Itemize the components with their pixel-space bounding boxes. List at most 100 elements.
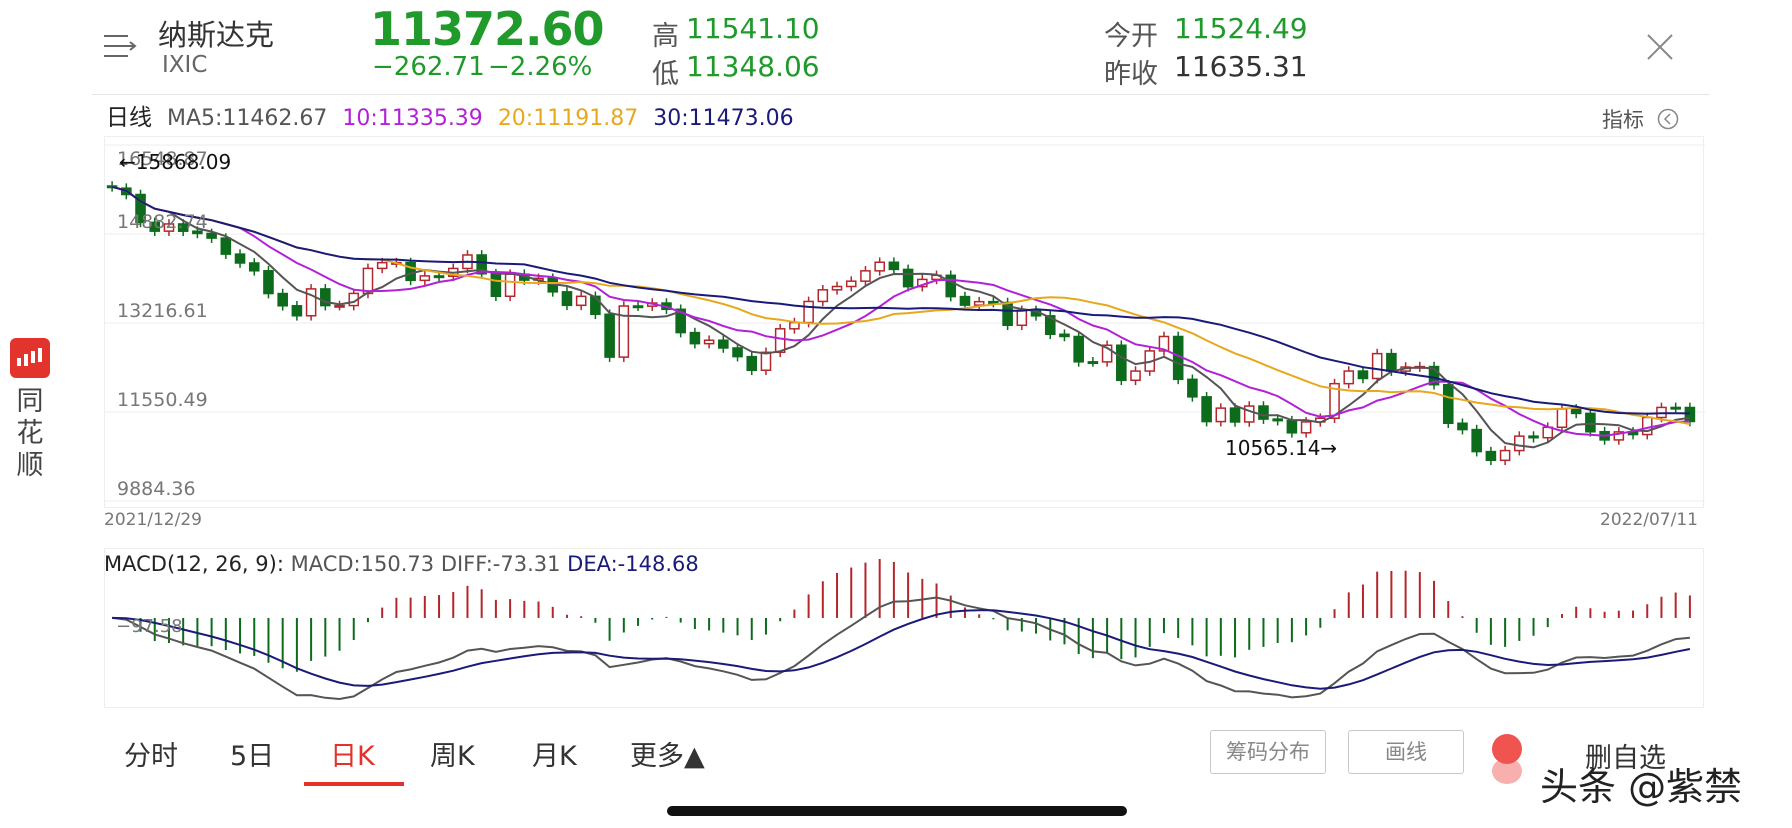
macd-value: MACD:150.73 <box>290 552 435 576</box>
candle-body <box>277 292 288 307</box>
candle-body <box>732 347 743 358</box>
candle-body <box>1201 396 1212 423</box>
price-change: −262.71 <box>372 52 485 82</box>
candle-body <box>163 223 175 232</box>
candle-body <box>1499 449 1511 462</box>
stock-name: 纳斯达克 <box>158 18 275 52</box>
candle-body <box>774 328 786 354</box>
ma-legend: 日线 MA5:11462.67 10:11335.39 20:11191.87 … <box>106 98 802 132</box>
candle-body <box>149 221 161 232</box>
candle-body <box>1471 428 1482 453</box>
candle-body <box>234 253 246 264</box>
candle-body <box>1428 365 1440 386</box>
candle-body <box>1457 422 1468 431</box>
macd-chart[interactable] <box>104 548 1704 708</box>
candle-body <box>988 300 999 304</box>
candle-body <box>362 267 374 295</box>
candle-body <box>504 273 516 298</box>
candle-body <box>1613 431 1625 441</box>
candle-body <box>789 321 800 330</box>
tab-weekly-k[interactable]: 周K <box>430 741 475 772</box>
candle-body <box>206 232 217 239</box>
ma30-value: 30:11473.06 <box>653 106 794 131</box>
draw-line-button[interactable]: 画线 <box>1348 730 1464 774</box>
candle-body <box>248 262 260 272</box>
candle-body <box>817 289 829 303</box>
macd-title: MACD(12, 26, 9): <box>104 552 284 576</box>
kline-chart[interactable]: 16548.87 14882.74 13216.61 11550.49 9884.36 ←… <box>104 136 1705 508</box>
candle-body <box>1215 407 1227 423</box>
candle-body <box>1286 419 1298 434</box>
candle-body <box>604 313 615 358</box>
favorite-dot-icon[interactable] <box>1492 734 1522 764</box>
candle-body <box>1684 406 1696 423</box>
candle-body <box>1528 435 1539 439</box>
candle-body <box>1073 335 1084 363</box>
open-label: 今开 <box>1104 21 1158 52</box>
ma10-value: 10:11335.39 <box>342 106 483 131</box>
candle-body <box>177 223 189 232</box>
candle-body <box>1357 370 1369 380</box>
candle-body <box>845 280 857 288</box>
tab-5day[interactable]: 5日 <box>230 741 275 772</box>
close-icon[interactable] <box>1645 32 1675 62</box>
candle-body <box>1044 315 1056 336</box>
side-app-badge[interactable]: 同花顺 <box>10 338 52 482</box>
candle-body <box>320 288 331 307</box>
indicator-label: 指标 <box>1602 108 1644 132</box>
candle-body <box>1442 383 1454 424</box>
candle-body <box>263 270 274 295</box>
candle-body <box>433 275 445 279</box>
candle-body <box>618 305 630 358</box>
candle-body <box>1101 344 1113 363</box>
home-indicator[interactable] <box>667 806 1127 816</box>
candle-body <box>1386 352 1397 372</box>
candle-body <box>703 339 715 345</box>
current-price: 11372.60 <box>370 2 605 56</box>
candle-body <box>1542 426 1554 439</box>
candle-body <box>1130 370 1141 382</box>
tab-daily-k[interactable]: 日K <box>330 741 375 772</box>
candle-body <box>490 272 502 298</box>
indicator-button[interactable]: 指标 <box>1602 104 1679 134</box>
y-tick-label: 11550.49 <box>117 389 208 411</box>
candle-body <box>1059 333 1070 338</box>
candle-body <box>973 300 985 306</box>
candle-body <box>476 254 487 275</box>
candle-body <box>376 261 388 270</box>
candle-body <box>590 295 601 316</box>
x-start-label: 2021/12/29 <box>104 510 202 530</box>
low-value: 11348.06 <box>686 50 820 83</box>
candle-body <box>874 261 885 272</box>
candle-body <box>192 230 203 235</box>
y-tick-label: 9884.36 <box>117 478 196 500</box>
chip-distribution-button[interactable]: 筹码分布 <box>1210 730 1326 774</box>
high-value: 11541.10 <box>686 12 820 45</box>
candle-body <box>135 193 146 224</box>
ma10-line <box>111 185 1690 437</box>
candle-body <box>1485 450 1497 462</box>
candle-body <box>291 305 303 317</box>
candle-body <box>959 295 971 306</box>
candle-body <box>760 351 772 372</box>
ma5-value: MA5:11462.67 <box>167 106 328 131</box>
dea-line <box>112 609 1691 690</box>
candle-body <box>632 305 644 309</box>
prev-close-value: 11635.31 <box>1174 50 1308 83</box>
candle-body <box>1329 382 1340 419</box>
candle-body <box>718 339 729 349</box>
diff-value: DIFF:-73.31 <box>440 552 561 576</box>
candle-body <box>405 261 416 282</box>
open-value: 11524.49 <box>1174 12 1308 45</box>
x-end-label: 2022/07/11 <box>1600 510 1698 530</box>
remove-favorite-button[interactable]: 删自选 <box>1585 743 1666 774</box>
candle-body <box>305 288 317 317</box>
menu-icon[interactable] <box>104 34 138 58</box>
tab-more[interactable]: 更多▲ <box>630 741 705 772</box>
ma5-line <box>111 185 1691 449</box>
tab-intraday[interactable]: 分时 <box>124 741 178 772</box>
active-tab-indicator <box>304 782 404 786</box>
candle-body <box>1016 309 1028 327</box>
macd-y-tick: −97.58 <box>116 616 183 637</box>
tab-monthly-k[interactable]: 月K <box>532 741 577 772</box>
